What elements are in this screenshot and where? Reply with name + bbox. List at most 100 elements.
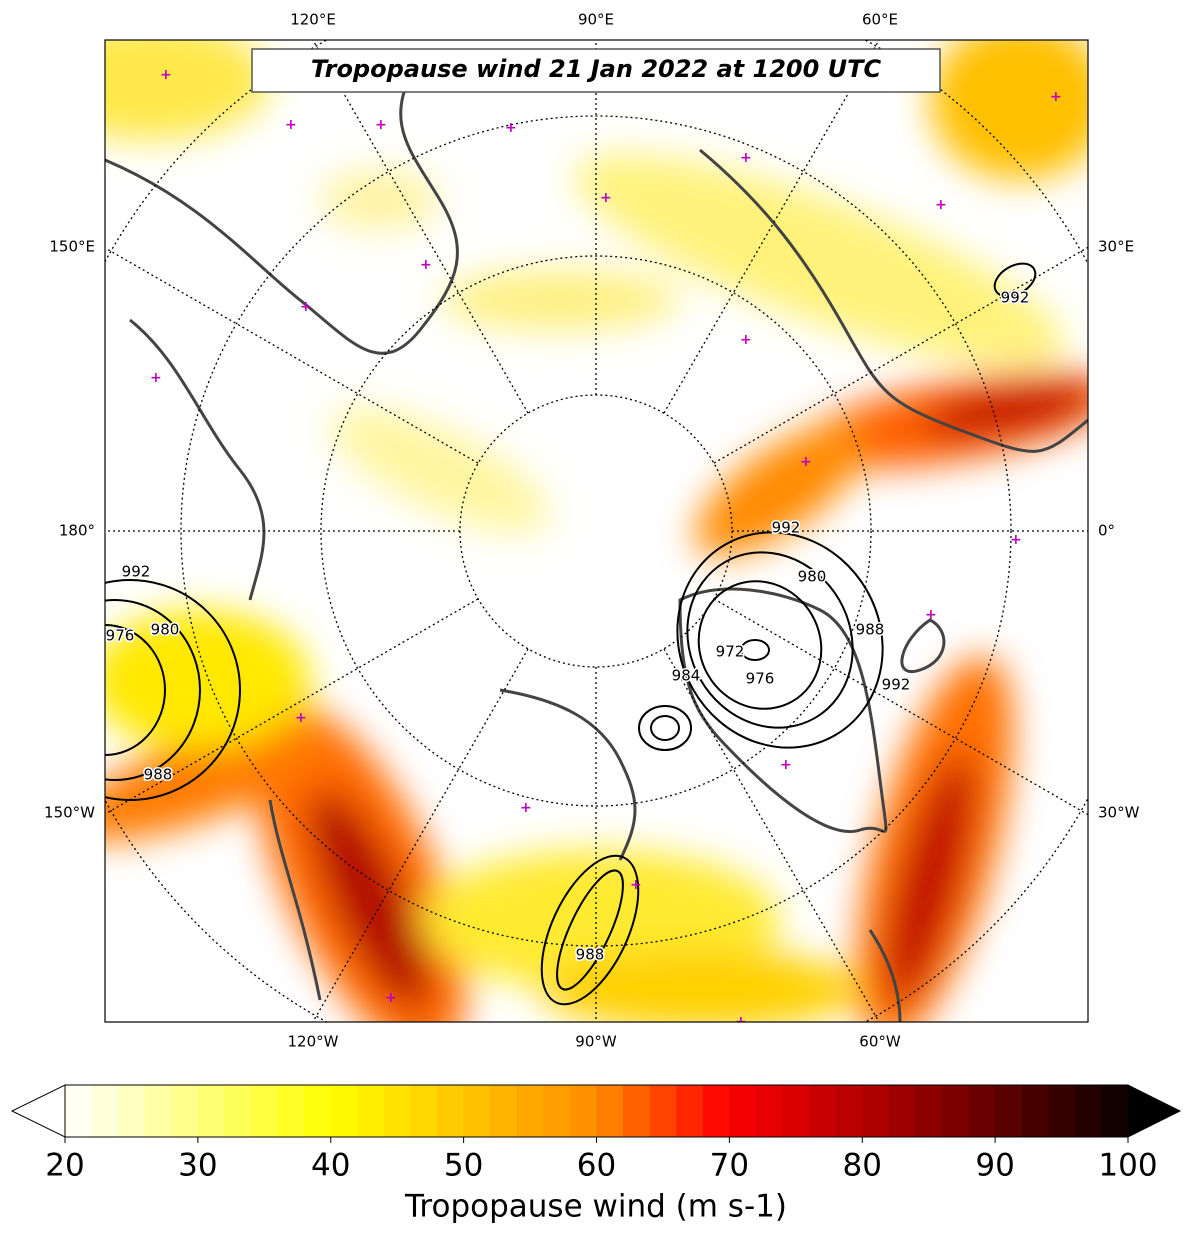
colorbar-step [835, 1085, 863, 1137]
lon-label: 150°W [44, 804, 95, 822]
colorbar-step [1074, 1085, 1102, 1137]
colorbar-step [702, 1085, 730, 1137]
svg-text:+: + [630, 877, 642, 893]
lon-label: 120°E [290, 11, 336, 29]
colorbar-extend-low [10, 1084, 66, 1138]
contour-label: 992 [772, 519, 801, 537]
svg-text:+: + [505, 120, 517, 136]
colorbar-step [251, 1085, 279, 1137]
lon-label: 180° [59, 522, 95, 540]
lon-label: 90°W [575, 1033, 617, 1051]
svg-text:+: + [740, 150, 752, 166]
colorbar-step [596, 1085, 624, 1137]
svg-text:+: + [285, 117, 297, 133]
colorbar-step [915, 1085, 943, 1137]
svg-text:+: + [295, 710, 307, 726]
colorbar-step [171, 1085, 199, 1137]
lon-label: 0° [1098, 522, 1115, 540]
wind-shading [105, 40, 1088, 1022]
colorbar: 20 30 40 50 60 70 80 90 100 [10, 1084, 1182, 1184]
colorbar-tick-label: 30 [178, 1148, 217, 1184]
colorbar-step [569, 1085, 597, 1137]
lon-label: 150°E [49, 238, 95, 256]
colorbar-step [118, 1085, 146, 1137]
map-title: Tropopause wind 21 Jan 2022 at 1200 UTC [311, 55, 882, 83]
colorbar-step [65, 1085, 93, 1137]
colorbar-step [623, 1085, 651, 1137]
contour-label: 984 [672, 667, 701, 685]
svg-text:+: + [420, 257, 432, 273]
station-markers: + + + + + + + + + + + + + + + + + + + + + [150, 67, 1062, 1030]
map-frame [104, 39, 1089, 1023]
colorbar-step [649, 1085, 677, 1137]
colorbar-step [330, 1085, 358, 1137]
colorbar-step [490, 1085, 518, 1137]
contour-label: 972 [716, 643, 745, 661]
colorbar-tick-label: 50 [444, 1148, 483, 1184]
contour-label: 992 [122, 563, 151, 581]
svg-text:+: + [375, 117, 387, 133]
lon-label: 60°E [862, 11, 898, 29]
colorbar-step [224, 1085, 252, 1137]
colorbar-step [410, 1085, 438, 1137]
lon-label: 30°W [1098, 804, 1140, 822]
colorbar-step [304, 1085, 332, 1137]
svg-text:+: + [385, 990, 397, 1006]
contour-label: 980 [798, 568, 827, 586]
colorbar-step [888, 1085, 916, 1137]
svg-text:+: + [1010, 532, 1022, 548]
contour-labels: 992 980 988 992 972 976 984 992 976 980 … [105, 287, 1031, 965]
svg-text:+: + [600, 190, 612, 206]
contour-label: 988 [144, 766, 173, 784]
coastlines [105, 59, 1088, 1022]
colorbar-label: Tropopause wind (m s-1) [404, 1189, 787, 1225]
colorbar-step [383, 1085, 411, 1137]
colorbar-step [144, 1085, 172, 1137]
colorbar-step [1101, 1085, 1129, 1137]
colorbar-step [437, 1085, 465, 1137]
colorbar-tick-label: 60 [577, 1148, 616, 1184]
colorbar-tick-label: 90 [975, 1148, 1014, 1184]
lon-label: 90°E [578, 11, 614, 29]
colorbar-step [357, 1085, 385, 1137]
contour-label: 976 [746, 670, 775, 688]
colorbar-step [1048, 1085, 1076, 1137]
colorbar-step [941, 1085, 970, 1137]
colorbar-step [197, 1085, 225, 1137]
lon-label: 30°E [1098, 238, 1134, 256]
svg-text:+: + [150, 370, 162, 386]
svg-text:+: + [780, 757, 792, 773]
colorbar-extend-high [1127, 1084, 1182, 1138]
colorbar-step [729, 1085, 757, 1137]
svg-text:+: + [925, 607, 937, 623]
colorbar-step [277, 1085, 305, 1137]
svg-text:+: + [520, 800, 532, 816]
title-box [251, 48, 941, 93]
contour-label: 992 [882, 676, 911, 694]
svg-text:+: + [1050, 89, 1062, 105]
colorbar-tick-label: 40 [311, 1148, 350, 1184]
colorbar-step [755, 1085, 784, 1137]
colorbar-step [782, 1085, 810, 1137]
lon-label: 60°W [859, 1033, 901, 1051]
colorbar-tick-label: 70 [710, 1148, 749, 1184]
svg-text:+: + [735, 1014, 747, 1030]
colorbar-step [809, 1085, 837, 1137]
svg-text:+: + [935, 197, 947, 213]
colorbar-step [676, 1085, 704, 1137]
longitude-labels: 120°E 90°E 60°E 150°E 30°E 180° 0° 150°W… [44, 11, 1140, 1051]
contour-label: 980 [151, 621, 180, 639]
svg-text:+: + [300, 299, 312, 315]
colorbar-tick-label: 80 [843, 1148, 882, 1184]
colorbar-tick-label: 20 [45, 1148, 84, 1184]
colorbar-step [995, 1085, 1023, 1137]
colorbar-step [463, 1085, 491, 1137]
colorbar-step [968, 1085, 996, 1137]
svg-text:+: + [160, 67, 172, 83]
contour-label: 988 [576, 946, 605, 964]
pressure-contours [105, 262, 1037, 1006]
lon-label: 120°W [288, 1033, 339, 1051]
map-area: + + + + + + + + + + + + + + + + + + + + + 992 980 988 … [105, 40, 1088, 1030]
colorbar-step [1021, 1085, 1049, 1137]
